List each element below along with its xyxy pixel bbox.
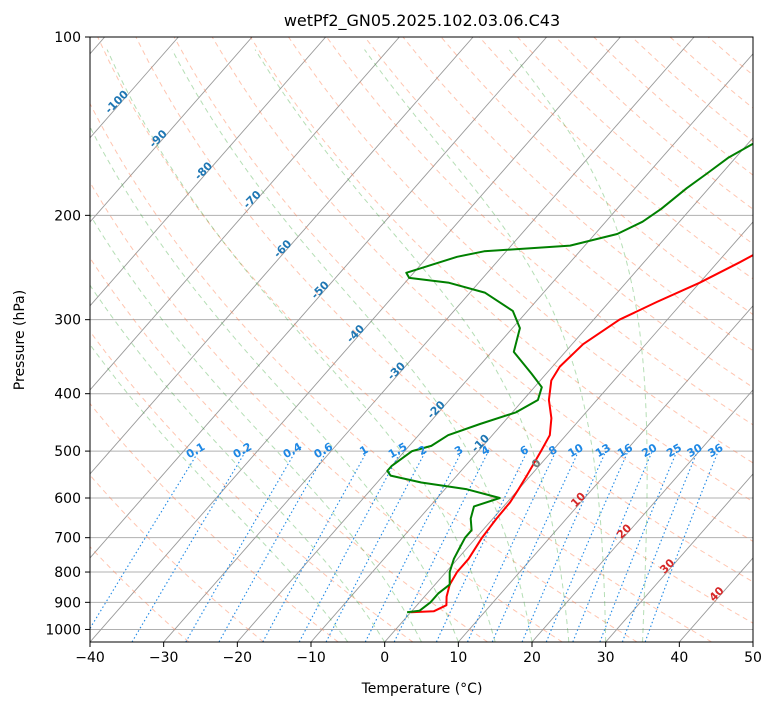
moist-adiabat-line — [90, 125, 459, 642]
chart-title: wetPf2_GN05.2025.102.03.06.C43 — [284, 11, 560, 31]
isotherm-line — [457, 305, 753, 642]
mixing-ratio-line — [521, 450, 607, 642]
dry-adiabat-line — [402, 37, 753, 352]
y-tick-label: 200 — [54, 208, 81, 224]
isotherm-line — [384, 221, 753, 642]
dry-adiabat-line — [90, 402, 339, 642]
mixing-ratio-line — [393, 450, 489, 642]
mixing-ratio-line — [298, 450, 402, 642]
y-tick-label: 700 — [54, 531, 81, 547]
mixing-ratio-line — [644, 450, 719, 642]
dry-adiabat-line — [90, 474, 264, 642]
dry-adiabat-line — [97, 37, 712, 642]
mixing-ratio-line — [218, 450, 328, 642]
isotherm-line — [90, 37, 253, 223]
temperature-line — [410, 254, 753, 614]
y-tick-label: 1000 — [45, 622, 81, 638]
mixing-ratio-line — [364, 450, 463, 642]
x-tick-label: 10 — [449, 650, 467, 666]
dry-adiabat-line — [135, 37, 753, 624]
mixing-ratio-line — [90, 450, 200, 630]
isotherm-line — [310, 137, 753, 642]
y-tick-label: 100 — [54, 30, 81, 46]
x-tick-label: −10 — [296, 650, 326, 666]
mixing-ratio-line — [572, 450, 653, 642]
isotherm-line — [90, 37, 621, 642]
y-tick-label: 600 — [54, 491, 81, 507]
mixing-ratio-line — [491, 450, 580, 642]
x-tick-label: 20 — [523, 650, 541, 666]
moist-adiabat-line — [90, 213, 422, 642]
data-lines — [386, 142, 753, 614]
isotherm-line — [90, 37, 400, 391]
isotherm-line — [90, 37, 548, 559]
plot-background — [90, 37, 753, 642]
isotherm-line — [605, 473, 753, 642]
moist-adiabat-line — [508, 49, 648, 642]
dry-adiabat-line — [90, 102, 638, 642]
dry-adiabat-line — [288, 37, 753, 464]
dry-adiabat-line — [173, 37, 753, 583]
x-axis-label: Temperature (°C) — [361, 681, 483, 697]
isotherm-line — [531, 389, 753, 642]
x-tick-label: 40 — [670, 650, 688, 666]
isotherm-line — [90, 37, 474, 475]
dry-adiabat-line — [326, 37, 753, 426]
mixing-ratio-line — [599, 450, 678, 642]
x-tick-label: −40 — [75, 650, 105, 666]
isotherm-line — [90, 37, 327, 307]
background-lines — [90, 37, 753, 642]
isotherm-line — [163, 37, 695, 642]
mixing-ratio-line — [621, 450, 699, 642]
x-tick-label: 0 — [380, 650, 389, 666]
x-tick-label: −20 — [223, 650, 253, 666]
dry-adiabat-line — [211, 37, 753, 542]
x-tick-label: 50 — [744, 650, 762, 666]
tick-labels: −40 −30 −20 −10 0 10 20 30 40 50 100 200 300 400 500 60… — [45, 30, 762, 666]
dry-adiabat-line — [90, 181, 563, 642]
isotherm-line — [236, 53, 753, 642]
y-tick-label: 500 — [54, 444, 81, 460]
isotherm-line — [752, 641, 753, 642]
plot-frame — [89, 36, 754, 643]
moist-adiabat-line — [106, 49, 496, 642]
moist-adiabat-line — [364, 49, 607, 642]
mixing-ratio-line — [262, 450, 368, 642]
y-tick-label: 800 — [54, 565, 81, 581]
y-tick-label: 400 — [54, 387, 81, 403]
y-axis-label: Pressure (hPa) — [12, 290, 28, 390]
dry-adiabat-line — [440, 37, 753, 316]
dry-adiabat-line — [90, 257, 488, 642]
dewpoint-line — [386, 142, 753, 614]
y-tick-label: 900 — [54, 595, 81, 611]
moist-adiabat-line — [254, 49, 570, 642]
y-tick-label: 300 — [54, 313, 81, 329]
mixing-ratio-line — [545, 450, 629, 642]
x-tick-label: −30 — [149, 650, 179, 666]
x-tick-label: 30 — [597, 650, 615, 666]
